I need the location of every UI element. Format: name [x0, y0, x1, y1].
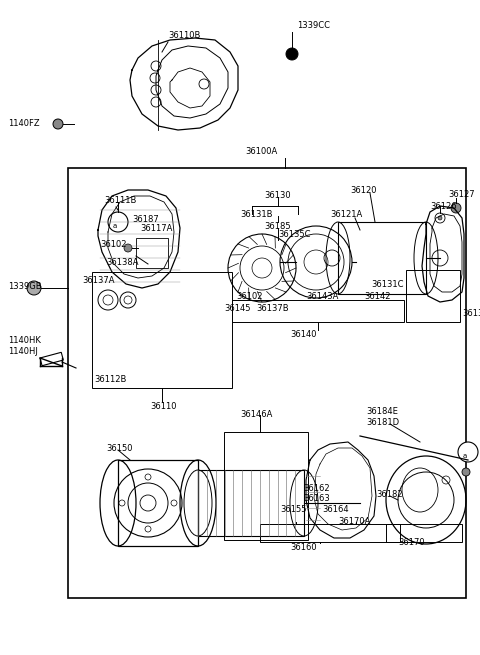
Bar [40, 352, 63, 365]
Circle shape [120, 292, 136, 308]
Text: 36170A: 36170A [338, 517, 371, 526]
Text: a: a [113, 223, 117, 229]
Bar [406, 270, 460, 322]
Bar [68, 168, 466, 598]
Text: 36127: 36127 [448, 190, 475, 199]
Text: 36164: 36164 [322, 505, 348, 514]
Text: 36137A: 36137A [82, 276, 115, 285]
Text: 1339CC: 1339CC [297, 21, 330, 30]
Text: 36155: 36155 [280, 505, 307, 514]
Text: 36185: 36185 [264, 222, 290, 231]
Text: 36102: 36102 [100, 240, 127, 249]
Circle shape [145, 526, 151, 532]
Circle shape [462, 468, 470, 476]
Circle shape [124, 244, 132, 252]
Bar [386, 524, 462, 542]
Text: 36140: 36140 [290, 330, 316, 339]
Text: 36184E: 36184E [366, 407, 398, 416]
Text: 36137B: 36137B [256, 304, 288, 313]
Circle shape [53, 119, 63, 129]
Bar [92, 272, 232, 388]
Text: 36160: 36160 [290, 543, 317, 552]
Text: 36135C: 36135C [278, 230, 311, 239]
Bar [118, 460, 198, 546]
Bar [260, 524, 400, 542]
Text: 36126: 36126 [430, 202, 456, 211]
Text: 36187: 36187 [132, 215, 159, 224]
Bar [136, 238, 168, 268]
Text: 36130: 36130 [264, 191, 290, 200]
Text: 36121A: 36121A [330, 210, 362, 219]
Text: 36117A: 36117A [140, 224, 172, 233]
Text: 36139: 36139 [462, 309, 480, 318]
Text: 36110: 36110 [150, 402, 177, 411]
Text: 36181D: 36181D [366, 418, 399, 427]
Text: 36102: 36102 [236, 292, 263, 301]
Circle shape [27, 281, 41, 295]
Circle shape [435, 213, 445, 223]
Text: 36145: 36145 [224, 304, 251, 313]
Circle shape [145, 474, 151, 480]
Circle shape [103, 295, 113, 305]
Text: 36112B: 36112B [94, 375, 126, 384]
Circle shape [171, 500, 177, 506]
Circle shape [438, 216, 442, 220]
Text: a: a [463, 453, 467, 459]
Circle shape [108, 212, 128, 232]
Bar [232, 300, 404, 322]
Text: 36170: 36170 [398, 538, 425, 547]
Text: 36150: 36150 [106, 444, 132, 453]
Text: 36111B: 36111B [104, 196, 136, 205]
Circle shape [119, 500, 125, 506]
Bar [224, 432, 308, 540]
Circle shape [451, 203, 461, 213]
Circle shape [98, 290, 118, 310]
Text: 36138A: 36138A [106, 258, 139, 267]
Text: 36182: 36182 [376, 490, 403, 499]
Text: 36163: 36163 [303, 494, 330, 503]
Text: 1339GB: 1339GB [8, 282, 42, 291]
Text: 36162: 36162 [303, 484, 330, 493]
Text: 36100A: 36100A [245, 147, 277, 156]
Text: 1140FZ: 1140FZ [8, 119, 40, 128]
Text: 36142: 36142 [364, 292, 391, 301]
Bar [338, 222, 426, 294]
Text: 36131B: 36131B [240, 210, 273, 219]
Text: 36146A: 36146A [240, 410, 272, 419]
Text: 36131C: 36131C [372, 280, 404, 289]
Circle shape [124, 296, 132, 304]
Text: 1140HK: 1140HK [8, 336, 41, 345]
Text: 1140HJ: 1140HJ [8, 347, 38, 356]
Bar [198, 470, 304, 536]
Circle shape [458, 442, 478, 462]
Text: 36110B: 36110B [168, 31, 200, 40]
Text: 36120: 36120 [350, 186, 376, 195]
Circle shape [286, 48, 298, 60]
Text: 36143A: 36143A [306, 292, 338, 301]
